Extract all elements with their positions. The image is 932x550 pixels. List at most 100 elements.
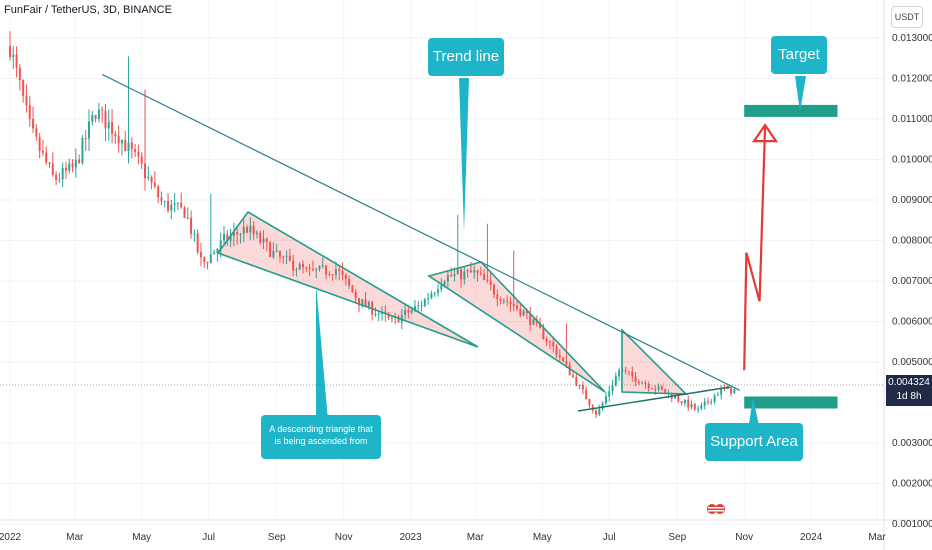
candle-body <box>114 133 117 136</box>
candle-body <box>473 270 476 273</box>
candle-body <box>654 389 657 391</box>
candle-body <box>315 269 318 271</box>
candle-body <box>255 232 258 235</box>
y-tick-label: 0.011000 <box>892 114 932 125</box>
candle-body <box>519 308 522 316</box>
candle-body <box>463 271 466 280</box>
candle-body <box>9 46 11 57</box>
candle-body <box>308 267 311 269</box>
candle-body <box>723 388 726 390</box>
candle-body <box>687 399 690 408</box>
candle-body <box>476 270 479 273</box>
x-tick-labels: 2022 Mar May Jul Sep Nov 2023 Mar May Jul Sep Nov 20… <box>0 532 886 543</box>
candle-body <box>45 152 48 163</box>
candle-body <box>302 264 305 268</box>
candle-body <box>68 163 71 171</box>
candle-body <box>707 401 709 403</box>
candle-body <box>710 401 713 403</box>
y-tick-label: 0.007000 <box>892 276 932 287</box>
currency-unit-button[interactable]: USDT <box>891 6 923 28</box>
candle-body <box>591 405 594 411</box>
trend-pointer <box>459 78 469 232</box>
candle-body <box>334 269 337 275</box>
candle-body <box>206 262 209 264</box>
candle-body <box>239 233 242 235</box>
candle-body <box>693 403 696 410</box>
candle-body <box>374 314 377 316</box>
candle-body <box>364 299 367 307</box>
y-tick-label: 0.009000 <box>892 195 932 206</box>
x-tick-label: 2023 <box>399 532 422 543</box>
price-axis <box>884 0 932 550</box>
candle-body <box>64 167 67 171</box>
candle-body <box>285 255 288 257</box>
candle-body <box>558 355 561 358</box>
candle-body <box>644 382 647 385</box>
x-tick-label: 2022 <box>0 532 22 543</box>
triangle-3 <box>621 328 688 395</box>
y-tick-label: 0.005000 <box>892 357 932 368</box>
candle-body <box>489 280 492 285</box>
x-tick-label: Jul <box>202 532 215 543</box>
x-tick-label: Jul <box>603 532 616 543</box>
candle-body <box>236 232 239 235</box>
candle-body <box>242 227 245 234</box>
candle-body <box>562 357 565 362</box>
candle-body <box>479 272 482 275</box>
x-tick-label: May <box>132 532 151 543</box>
candle-body <box>730 387 733 394</box>
x-tick-label: May <box>533 532 552 543</box>
candle-body <box>88 121 91 139</box>
trend-line-callout: Trend line <box>428 38 504 76</box>
candle-body <box>170 204 173 211</box>
candle-body <box>677 396 680 402</box>
candle-body <box>460 269 463 280</box>
candle-body <box>548 341 551 343</box>
candle-body <box>486 279 489 281</box>
candle-body <box>147 176 150 179</box>
candle-body <box>664 389 667 394</box>
candle-body <box>134 149 137 152</box>
candle-body <box>325 265 328 275</box>
candle-body <box>529 313 532 325</box>
candle-body <box>78 159 81 163</box>
triangle-1 <box>216 210 479 348</box>
candle-body <box>410 310 413 313</box>
target-pointer <box>795 76 806 112</box>
candle-body <box>58 179 61 181</box>
candle-body <box>437 289 440 293</box>
candle-body <box>111 122 114 134</box>
candle-body <box>417 305 420 307</box>
candle-body <box>160 197 163 202</box>
candle-body <box>578 384 581 386</box>
candle-body <box>265 238 268 243</box>
candle-body <box>483 274 486 280</box>
candle-body <box>32 118 35 129</box>
candle-body <box>12 54 15 57</box>
candle-body <box>716 394 719 396</box>
candle-body <box>377 313 380 315</box>
candle-body <box>611 385 614 392</box>
x-tick-label: Mar <box>66 532 84 543</box>
candle-body <box>341 271 344 275</box>
candle-body <box>288 255 291 261</box>
candle-body <box>427 298 430 300</box>
arrow-head <box>751 123 779 143</box>
candle-body <box>163 201 166 203</box>
candle-body <box>140 156 143 164</box>
candle-body <box>627 371 630 373</box>
candle-body <box>453 274 456 277</box>
candle-body <box>199 252 202 258</box>
candle-body <box>397 316 400 323</box>
y-tick-label: 0.001000 <box>892 519 932 530</box>
candle-body <box>525 310 528 314</box>
candle-body <box>229 236 232 241</box>
candle-body <box>443 281 446 286</box>
candle-body <box>91 114 94 122</box>
candle-body <box>618 370 621 377</box>
candle-body <box>608 391 611 397</box>
candle-body <box>25 95 28 106</box>
candle-body <box>344 274 347 280</box>
y-tick-label: 0.006000 <box>892 317 932 328</box>
